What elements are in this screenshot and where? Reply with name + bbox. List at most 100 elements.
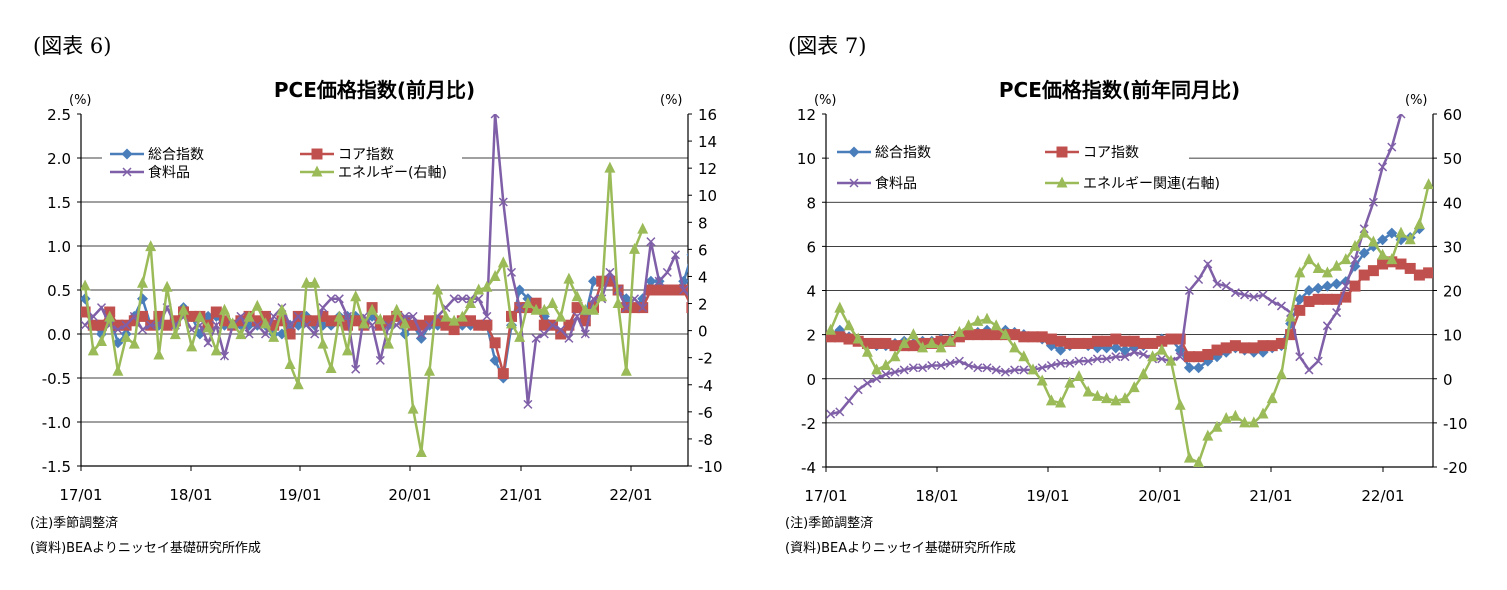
legend-item: コア指数 [1045,145,1139,161]
data-point [1183,451,1195,463]
data-point [432,315,444,327]
data-point [465,297,476,309]
data-point [1295,352,1305,362]
data-point [137,325,148,335]
data-point [128,337,140,349]
legend-label: 総合指数 [148,147,204,163]
series-3 [826,178,1433,467]
data-point [629,302,640,314]
chart-panel-6: (図表 6) PCE価格指数(前月比) (%) (%) 2.5 2.0 1.5 1.0 0.5… [0,0,740,590]
data-point [852,332,864,344]
data-point [375,355,385,365]
y2-tick-label: 8 [698,214,708,232]
data-point [1046,360,1056,371]
data-point [1194,274,1204,284]
data-point [1240,290,1250,300]
data-point [1000,367,1010,377]
data-point [342,319,353,331]
data-point [538,303,550,315]
data-point [853,385,863,395]
data-point [579,303,591,315]
data-point [1036,374,1048,386]
data-point [990,319,1002,331]
data-point [862,378,872,388]
data-point [497,368,509,380]
data-point [1413,217,1425,229]
data-point [1101,392,1113,404]
data-point [1055,335,1067,347]
data-point [96,334,107,346]
data-point [309,315,321,327]
left-axis-unit: (%) [69,93,92,108]
data-point [211,320,221,330]
data-point [448,314,460,326]
data-point [235,328,247,340]
data-point [1395,226,1407,238]
data-point [465,315,476,327]
data-point [907,340,919,352]
data-point [1174,398,1186,410]
data-point [1304,365,1314,375]
data-point [481,280,493,292]
data-point [81,279,91,291]
data-point [531,333,541,343]
y-tick-label: 12 [797,106,816,124]
data-point [848,146,860,158]
data-point [1312,282,1324,294]
data-point [489,337,501,349]
data-point [871,337,883,349]
data-point [1119,344,1131,356]
data-point [481,319,493,331]
data-point [1229,409,1241,421]
data-point [1110,394,1122,406]
y2-tick-label: 50 [1443,150,1462,168]
data-point [1064,337,1076,349]
data-point [137,310,148,322]
data-point [843,333,855,345]
source-line: (資料)BEAよりニッセイ基礎研究所作成 [785,541,1016,556]
data-point [1165,354,1177,366]
y2-tick-label: 2 [698,296,708,314]
y2-tick-label: 10 [1443,327,1462,345]
data-point [1285,329,1297,341]
data-point [646,237,656,247]
data-point [555,310,567,322]
data-point [1303,253,1315,265]
data-point [81,306,91,318]
data-point [490,114,500,119]
data-point [729,224,737,232]
legend-item: 食料品 [110,164,190,181]
legend-label: コア指数 [338,147,394,163]
data-point [1157,354,1167,364]
data-point [399,317,411,329]
data-point [1120,352,1130,362]
data-point [936,360,946,371]
data-point [1239,342,1251,354]
data-point [945,358,955,368]
legend-box [829,136,1189,197]
data-point [1128,335,1140,347]
data-point [1258,290,1268,300]
data-point [713,224,721,232]
data-point [506,317,517,329]
data-point [424,320,435,330]
y2-tick-label: -10 [1443,415,1468,433]
data-point [284,357,296,369]
series-2 [826,114,1406,419]
data-point [826,323,837,335]
data-point [954,356,964,366]
data-point [1220,342,1232,354]
data-point [981,312,993,324]
pce-yoy-chart: PCE価格指数(前年同月比)(%) (%)121086420-2-46050403… [797,78,1468,505]
data-point [1010,365,1020,375]
data-point [342,311,353,321]
data-point [1193,456,1205,467]
right-axis-unit: (%) [660,93,683,108]
chart-title: PCE価格指数(前月比) [274,78,475,102]
data-point [588,294,599,304]
data-point [96,303,107,313]
data-point [1267,297,1277,307]
y2-tick-label: 14 [698,133,717,151]
data-point [653,284,665,296]
data-point [523,399,533,409]
